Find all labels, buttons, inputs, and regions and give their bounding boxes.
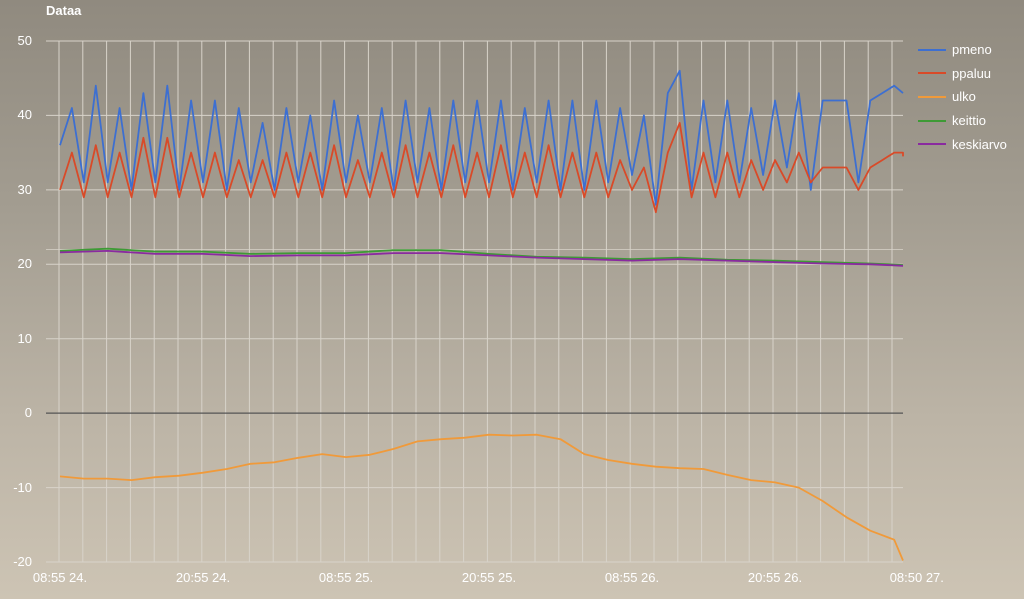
legend-label: keskiarvo: [952, 136, 1007, 152]
x-tick-label: 20:55 26.: [747, 570, 803, 585]
series-line-keskiarvo: [59, 249, 904, 267]
legend-swatch: [918, 119, 946, 122]
x-tick-label: 08:55 26.: [604, 570, 660, 585]
y-tick-label: 50: [17, 33, 32, 48]
legend: pmeno ppaluu ulko keittio keskiarvo: [918, 38, 1007, 156]
x-tick-label: 08:55 24.: [32, 570, 88, 585]
chart-title: Dataa: [46, 3, 82, 18]
y-tick-label: 30: [17, 181, 32, 197]
series-line-pmeno: [59, 69, 904, 206]
legend-label: keittio: [952, 113, 986, 129]
legend-swatch: [918, 72, 946, 75]
legend-swatch: [918, 95, 946, 98]
x-tick-label: 08:55 25.: [318, 570, 374, 585]
x-tick-label: 08:50 27.: [889, 570, 944, 585]
y-tick-label: 40: [17, 107, 32, 123]
legend-item-pmeno[interactable]: pmeno: [918, 38, 1007, 62]
legend-label: ulko: [952, 89, 976, 105]
legend-item-ppaluu[interactable]: ppaluu: [918, 62, 1007, 86]
series-line-ulko: [59, 433, 904, 561]
series-lines: [59, 69, 904, 561]
legend-swatch: [918, 48, 946, 51]
y-tick-label: -20: [13, 554, 32, 569]
legend-item-keskiarvo[interactable]: keskiarvo: [918, 132, 1007, 156]
legend-item-ulko[interactable]: ulko: [918, 85, 1007, 109]
x-tick-label: 20:55 25.: [461, 570, 517, 585]
legend-item-keittio[interactable]: keittio: [918, 109, 1007, 133]
y-tick-label: 20: [17, 256, 32, 272]
x-tick-label: 20:55 24.: [175, 570, 231, 585]
series-line-keittio: [59, 247, 904, 266]
y-tick-label: 10: [17, 330, 32, 346]
legend-label: pmeno: [952, 42, 992, 58]
legend-label: ppaluu: [952, 65, 992, 81]
y-tick-label: -10: [13, 479, 32, 495]
legend-swatch: [918, 143, 946, 146]
series-line-ppaluu: [59, 122, 904, 214]
y-tick-label: 0: [24, 405, 32, 421]
